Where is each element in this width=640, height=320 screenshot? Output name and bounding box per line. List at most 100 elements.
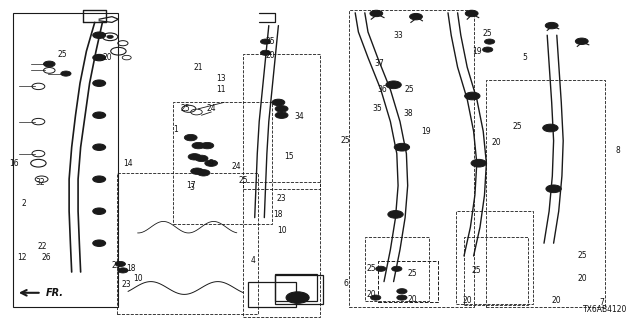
Text: 25: 25 xyxy=(180,104,191,113)
Circle shape xyxy=(191,168,204,174)
Circle shape xyxy=(93,112,106,118)
Bar xyxy=(243,182,320,317)
Text: 19: 19 xyxy=(420,127,431,136)
Circle shape xyxy=(93,80,106,86)
Text: 3: 3 xyxy=(189,183,195,192)
Text: 17: 17 xyxy=(186,181,196,190)
Text: 20: 20 xyxy=(462,296,472,305)
Text: 38: 38 xyxy=(403,109,413,118)
Text: 20: 20 xyxy=(366,290,376,299)
Circle shape xyxy=(260,50,271,55)
Text: 2: 2 xyxy=(22,199,27,208)
Text: 32: 32 xyxy=(35,178,45,187)
Circle shape xyxy=(201,142,214,149)
Text: 12: 12 xyxy=(18,253,27,262)
Circle shape xyxy=(93,54,106,61)
Circle shape xyxy=(61,71,71,76)
Circle shape xyxy=(575,38,588,44)
Bar xyxy=(117,173,258,314)
Text: 25: 25 xyxy=(512,122,522,131)
Text: 20: 20 xyxy=(552,296,562,305)
Bar xyxy=(243,54,320,189)
Text: 20: 20 xyxy=(408,295,418,304)
Bar xyxy=(248,282,296,307)
Bar xyxy=(378,261,438,302)
Bar xyxy=(365,237,429,301)
Bar xyxy=(275,275,323,304)
Circle shape xyxy=(394,143,410,151)
Text: 36: 36 xyxy=(378,85,388,94)
Circle shape xyxy=(545,22,558,29)
Text: 24: 24 xyxy=(206,104,216,113)
Circle shape xyxy=(543,124,558,132)
Bar xyxy=(173,102,272,224)
Circle shape xyxy=(388,211,403,218)
Text: 20: 20 xyxy=(265,52,275,60)
Text: 25: 25 xyxy=(111,261,122,270)
Bar xyxy=(486,80,605,307)
Bar xyxy=(349,10,474,307)
Circle shape xyxy=(397,289,407,294)
Text: 33: 33 xyxy=(393,31,403,40)
Circle shape xyxy=(471,159,486,167)
Text: 37: 37 xyxy=(374,60,384,68)
Circle shape xyxy=(483,47,493,52)
Text: 23: 23 xyxy=(276,194,287,203)
Circle shape xyxy=(184,134,197,141)
Text: 9: 9 xyxy=(209,159,214,168)
Circle shape xyxy=(275,112,288,118)
Text: 24: 24 xyxy=(232,162,242,171)
Circle shape xyxy=(370,10,383,17)
Circle shape xyxy=(118,268,128,273)
Circle shape xyxy=(286,292,309,303)
Text: 25: 25 xyxy=(408,269,418,278)
Circle shape xyxy=(115,261,125,267)
Circle shape xyxy=(392,266,402,271)
Text: TX6AB4120: TX6AB4120 xyxy=(583,305,627,314)
Text: FR.: FR. xyxy=(46,288,64,298)
Text: 15: 15 xyxy=(284,152,294,161)
Text: 25: 25 xyxy=(404,85,415,94)
Text: 19: 19 xyxy=(472,47,482,56)
Text: 4: 4 xyxy=(250,256,255,265)
Circle shape xyxy=(371,295,381,300)
Text: 25: 25 xyxy=(58,50,68,59)
Text: 20: 20 xyxy=(102,53,113,62)
Text: 20: 20 xyxy=(577,274,588,283)
Text: 21: 21 xyxy=(194,63,203,72)
Circle shape xyxy=(195,155,208,162)
Text: 1: 1 xyxy=(173,125,179,134)
Circle shape xyxy=(192,142,205,149)
Bar xyxy=(13,13,118,307)
Circle shape xyxy=(260,39,271,44)
Circle shape xyxy=(272,99,285,106)
Text: 18: 18 xyxy=(127,264,136,273)
Circle shape xyxy=(376,266,386,271)
Circle shape xyxy=(397,295,407,300)
Circle shape xyxy=(386,81,401,89)
Circle shape xyxy=(93,144,106,150)
Circle shape xyxy=(188,154,201,160)
Circle shape xyxy=(93,208,106,214)
Text: 7: 7 xyxy=(599,298,604,307)
Circle shape xyxy=(275,106,288,112)
Text: 16: 16 xyxy=(9,159,19,168)
Text: 8: 8 xyxy=(615,146,620,155)
Text: 11: 11 xyxy=(216,85,225,94)
Text: 25: 25 xyxy=(472,266,482,275)
Circle shape xyxy=(44,61,55,67)
Text: 5: 5 xyxy=(522,53,527,62)
Text: 22: 22 xyxy=(38,242,47,251)
Text: 20: 20 xyxy=(491,138,501,147)
Text: 10: 10 xyxy=(132,274,143,283)
Text: 35: 35 xyxy=(372,104,383,113)
Circle shape xyxy=(197,170,210,176)
Circle shape xyxy=(93,240,106,246)
Text: 14: 14 xyxy=(123,159,133,168)
Text: 23: 23 xyxy=(122,280,132,289)
Text: 6: 6 xyxy=(343,279,348,288)
Text: 26: 26 xyxy=(42,253,52,262)
Text: 13: 13 xyxy=(216,74,226,83)
Text: 34: 34 xyxy=(294,112,304,121)
Circle shape xyxy=(93,176,106,182)
